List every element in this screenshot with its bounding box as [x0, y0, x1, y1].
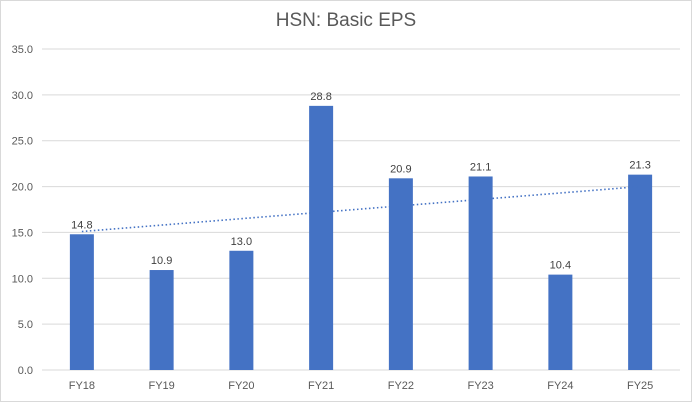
data-label: 28.8: [310, 91, 331, 103]
x-tick-label: FY21: [308, 380, 334, 392]
data-label: 10.9: [151, 255, 172, 267]
y-tick-label: 10.0: [12, 273, 33, 285]
y-tick-label: 0.0: [18, 365, 33, 377]
x-tick-label: FY25: [627, 380, 653, 392]
bar-fy25: [628, 174, 653, 370]
data-label: 10.4: [550, 260, 571, 272]
y-tick-label: 5.0: [18, 319, 33, 331]
data-label: 13.0: [231, 236, 252, 248]
y-tick-label: 20.0: [12, 182, 33, 194]
bar-fy21: [309, 105, 334, 370]
x-tick-label: FY22: [388, 380, 414, 392]
data-label: 20.9: [390, 163, 411, 175]
y-axis-ticks: 0.0 5.0 10.0 15.0 20.0 25.0 30.0 35.0: [12, 44, 33, 377]
y-tick-label: 25.0: [12, 136, 33, 148]
bars: [69, 105, 653, 370]
x-tick-label: FY18: [69, 380, 95, 392]
y-tick-label: 15.0: [12, 227, 33, 239]
x-tick-label: FY23: [467, 380, 493, 392]
x-tick-label: FY24: [547, 380, 573, 392]
bar-fy22: [388, 178, 413, 370]
data-labels: 14.8 10.9 13.0 28.8 20.9 21.1 10.4 21.3: [71, 91, 651, 272]
trendline-layer: [81, 185, 641, 233]
x-tick-label: FY19: [148, 380, 174, 392]
data-label: 14.8: [71, 219, 92, 231]
chart-title: HSN: Basic EPS: [276, 10, 416, 31]
data-label: 21.3: [629, 160, 650, 172]
y-tick-label: 35.0: [12, 44, 33, 56]
bar-fy19: [149, 270, 174, 370]
x-axis-ticks: FY18 FY19 FY20 FY21 FY22 FY23 FY24 FY25: [69, 380, 654, 392]
bar-fy18: [69, 234, 94, 370]
y-tick-label: 30.0: [12, 90, 33, 102]
x-tick-label: FY20: [228, 380, 254, 392]
trendline: [81, 185, 641, 233]
bar-fy24: [548, 274, 573, 370]
bar-fy23: [468, 176, 493, 370]
gridlines: [42, 48, 680, 371]
bar-fy20: [229, 250, 254, 370]
data-label: 21.1: [470, 161, 491, 173]
